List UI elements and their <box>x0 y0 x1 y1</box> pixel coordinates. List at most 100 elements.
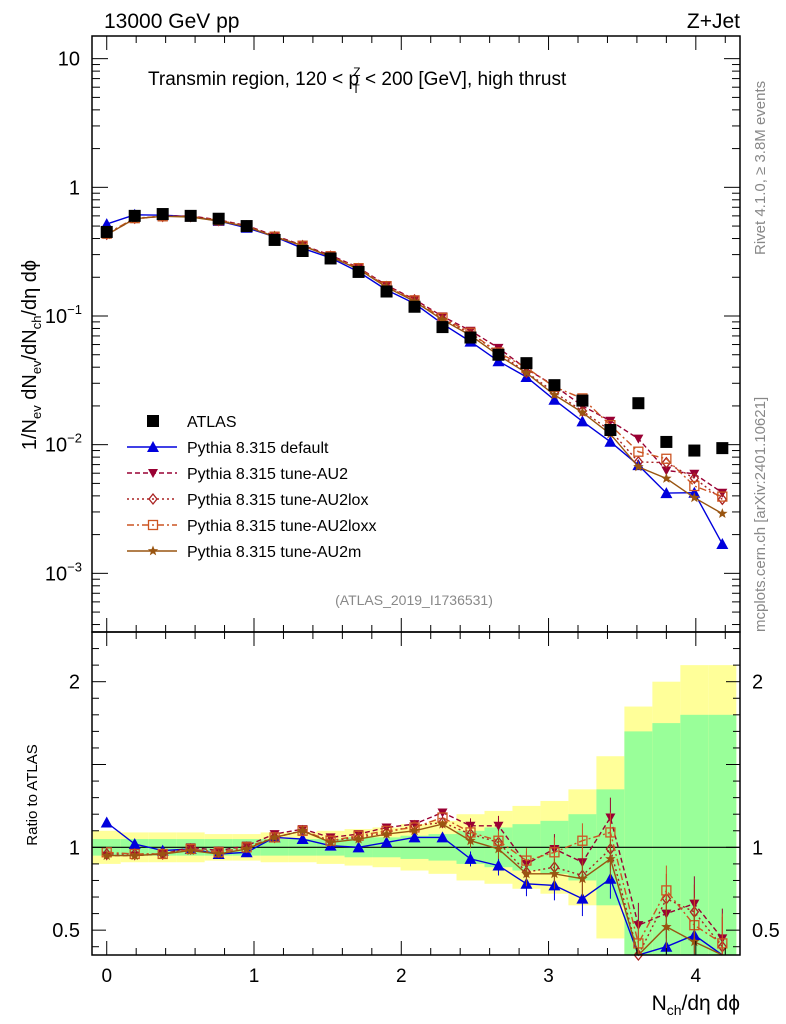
ratio-point <box>605 853 616 864</box>
y-axis-label-ratio: Ratio to ATLAS <box>24 744 41 845</box>
data-point <box>184 209 197 222</box>
data-point <box>436 321 449 334</box>
ratio-point <box>352 841 365 853</box>
main-point <box>689 480 700 492</box>
ratio-point <box>717 938 728 949</box>
ratio-point <box>381 828 392 839</box>
ratio-point <box>493 843 504 854</box>
analysis-id: (ATLAS_2019_I1736531) <box>335 592 493 608</box>
data-point <box>464 331 477 344</box>
y-tick-label: 10−1 <box>45 302 82 328</box>
ratio-y-tick-label-left: 1 <box>69 837 80 859</box>
main-point <box>661 453 672 464</box>
ratio-point <box>576 892 589 904</box>
main-point <box>633 461 644 472</box>
ratio-point <box>213 848 224 859</box>
ratio-point <box>296 833 309 845</box>
main-point <box>689 469 700 479</box>
ratio-point <box>297 825 308 836</box>
ratio-y-tick-label-right: 1 <box>752 837 763 859</box>
ratio-point <box>101 850 112 861</box>
data-point <box>240 220 253 233</box>
ratio-point <box>605 827 616 838</box>
main-point <box>689 492 700 503</box>
header-left: 13000 GeV pp <box>104 10 239 33</box>
main-point <box>604 435 617 447</box>
data-point <box>324 252 337 265</box>
data-point <box>632 397 645 410</box>
ratio-point <box>436 831 449 843</box>
ratio-point <box>577 835 588 846</box>
main-point <box>689 472 700 485</box>
data-point <box>212 212 225 225</box>
y-tick-label: 10−2 <box>45 431 82 457</box>
ratio-point <box>521 868 532 879</box>
plot-title: Transmin region, 120 < pZ T < 200 [GeV], … <box>148 65 567 96</box>
ratio-point <box>633 938 644 949</box>
ratio-point <box>549 868 560 879</box>
x-tick-label: 2 <box>396 966 407 987</box>
data-point <box>352 265 365 278</box>
legend-label: Pythia 8.315 default <box>187 440 329 457</box>
y-tick-label: 10 <box>58 49 80 71</box>
data-point <box>408 300 421 313</box>
x-tick-label: 1 <box>249 966 260 987</box>
legend-marker <box>147 415 159 427</box>
ratio-point <box>633 948 644 962</box>
x-axis-label: Nch/dη dϕ <box>652 992 740 1018</box>
main-point <box>548 393 561 405</box>
ratio-point <box>492 859 505 871</box>
y-tick-label: 1 <box>69 177 80 199</box>
main-point <box>716 537 729 549</box>
ratio-y-tick-label-right: 0.5 <box>752 920 780 942</box>
data-point <box>576 394 589 407</box>
ratio-point <box>437 816 448 829</box>
ratio-point <box>409 825 420 836</box>
legend-label: Pythia 8.315 tune-AU2m <box>187 544 361 561</box>
title-pre: Transmin region, 120 < p <box>148 69 359 90</box>
header-right: Z+Jet <box>687 10 740 33</box>
legend-label: Pythia 8.315 tune-AU2lox <box>187 492 368 509</box>
data-point <box>688 444 701 457</box>
axis-ticks <box>92 36 740 955</box>
data-point <box>660 435 673 448</box>
ratio-point <box>661 885 672 896</box>
title-sup: Z <box>353 65 360 79</box>
main-point <box>717 488 728 498</box>
title-post: < 200 [GeV], high thrust <box>360 69 567 90</box>
rivet-version-text: Rivet 4.1.0, ≥ 3.8M events <box>752 81 769 255</box>
ratio-point <box>380 836 393 848</box>
main-point <box>437 314 448 325</box>
x-tick-label: 0 <box>101 966 112 987</box>
legend: ATLAS Pythia 8.315 default Pythia 8.315 tu… <box>127 414 376 561</box>
main-point <box>577 404 588 418</box>
mcplots-text: mcplots.cern.ch [arXiv:2401.10621] <box>752 397 769 632</box>
legend-marker <box>148 469 158 478</box>
main-point <box>633 434 644 444</box>
main-point <box>492 355 505 367</box>
data-point <box>268 233 281 246</box>
data-point <box>548 379 561 392</box>
main-frame <box>91 35 741 633</box>
ratio-point <box>661 921 672 932</box>
ratio-y-tick-label-right: 2 <box>752 672 763 694</box>
data-point <box>128 209 141 222</box>
main-point <box>717 508 728 518</box>
main-point <box>660 487 673 499</box>
data-point <box>296 244 309 257</box>
ratio-point <box>100 816 113 828</box>
ratio-point <box>549 847 560 858</box>
main-point <box>521 367 532 378</box>
main-point <box>717 493 728 506</box>
ratio-frame <box>91 631 741 956</box>
ratio-point <box>689 936 700 947</box>
ratio-point <box>269 831 280 842</box>
data-point <box>604 424 617 437</box>
main-point <box>717 491 728 502</box>
data-point <box>100 225 113 238</box>
main-point <box>661 466 672 476</box>
ratio-panel <box>92 665 740 962</box>
legend-label: Pythia 8.315 tune-AU2 <box>187 466 348 483</box>
main-point <box>577 406 588 417</box>
